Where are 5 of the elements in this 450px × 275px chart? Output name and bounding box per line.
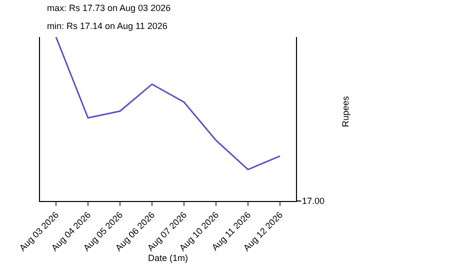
text: min: Rs 17.14 on Aug 11 2026 — [47, 21, 168, 31]
y-axis-title: Rupees — [340, 96, 351, 128]
text: 17.00 — [302, 196, 325, 206]
text: max: Rs 17.73 on Aug 03 2026 — [47, 3, 171, 13]
x-axis-title: Date (1m) — [148, 252, 188, 263]
